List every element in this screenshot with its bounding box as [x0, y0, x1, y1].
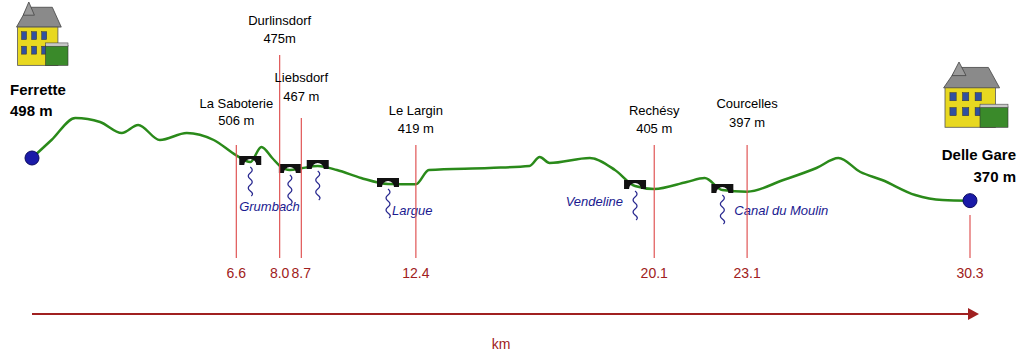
- svg-text:Durlinsdorf: Durlinsdorf: [248, 13, 311, 28]
- svg-text:20.1: 20.1: [641, 265, 668, 281]
- svg-text:23.1: 23.1: [733, 265, 760, 281]
- svg-text:397 m: 397 m: [729, 115, 765, 130]
- svg-text:475m: 475m: [263, 31, 296, 46]
- svg-text:6.6: 6.6: [227, 265, 247, 281]
- svg-text:km: km: [492, 336, 511, 352]
- svg-text:405 m: 405 m: [636, 121, 672, 136]
- svg-text:Vendeline: Vendeline: [566, 194, 623, 209]
- svg-text:Ferrette: Ferrette: [10, 81, 66, 98]
- svg-text:Canal du Moulin: Canal du Moulin: [734, 203, 828, 218]
- svg-text:Largue: Largue: [392, 203, 432, 218]
- svg-text:Liebsdorf: Liebsdorf: [275, 70, 329, 85]
- svg-text:Courcelles: Courcelles: [716, 96, 778, 111]
- svg-text:8.0: 8.0: [270, 265, 290, 281]
- svg-text:8.7: 8.7: [292, 265, 312, 281]
- svg-text:Grumbach: Grumbach: [239, 199, 300, 214]
- svg-text:498 m: 498 m: [10, 102, 53, 119]
- svg-text:Delle Gare: Delle Gare: [942, 146, 1016, 163]
- svg-text:506 m: 506 m: [218, 113, 254, 128]
- svg-text:30.3: 30.3: [956, 265, 983, 281]
- svg-text:12.4: 12.4: [402, 265, 429, 281]
- svg-text:370 m: 370 m: [973, 168, 1016, 185]
- svg-text:419 m: 419 m: [398, 121, 434, 136]
- svg-text:La Saboterie: La Saboterie: [199, 96, 273, 111]
- svg-text:Rechésy: Rechésy: [629, 103, 680, 118]
- svg-text:Le Largin: Le Largin: [389, 103, 443, 118]
- svg-text:467 m: 467 m: [283, 89, 319, 104]
